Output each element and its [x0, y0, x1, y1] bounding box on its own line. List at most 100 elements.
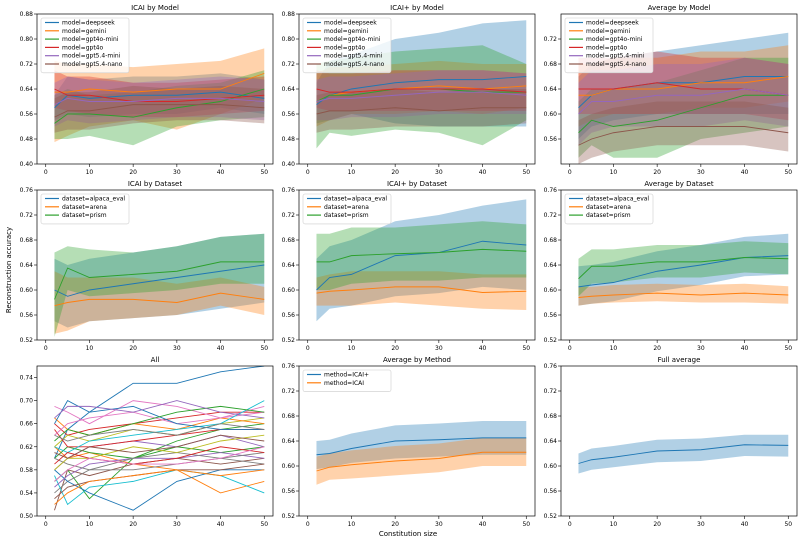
x-tick-label: 40 [217, 521, 225, 528]
x-tick-label: 30 [697, 169, 705, 176]
x-tick-label: 40 [479, 345, 487, 352]
legend-entry: model=gpt5.4-mini [324, 53, 383, 60]
y-tick-label: 0.56 [20, 312, 34, 319]
panel-6: 0 10 20 30 40 50 0.52 0.56 0.60 0.64 0.68 0.72 0.76 A… [544, 180, 798, 352]
y-tick-label: 0.68 [282, 413, 296, 420]
legend-entry: model=gpt4o-mini [586, 36, 643, 43]
y-tick-label: 0.52 [282, 337, 296, 344]
y-tick-label: 0.60 [544, 287, 558, 294]
y-tick-label: 0.68 [544, 237, 558, 244]
y-tick-label: 0.58 [20, 467, 34, 474]
legend: method=ICAI+method=ICAI [302, 369, 392, 392]
x-tick-label: 30 [435, 521, 443, 528]
x-tick-label: 20 [653, 169, 661, 176]
y-tick-label: 0.60 [282, 463, 296, 470]
legend-box [564, 17, 654, 74]
legend-entry: model=deepseek [586, 20, 639, 27]
x-tick-label: 30 [697, 521, 705, 528]
y-tick-label: 0.52 [20, 337, 34, 344]
panel-title: ICAI+ by Dataset [387, 180, 447, 188]
band-dataset=arena [316, 271, 527, 310]
x-tick-label: 0 [568, 169, 572, 176]
legend-box [40, 193, 130, 225]
y-tick-label: 0.48 [282, 136, 296, 143]
band-dataset=prism [54, 233, 265, 337]
y-axis-label: Reconstruction accuracy [5, 227, 13, 313]
panel-9: 0 10 20 30 40 50 0.52 0.56 0.60 0.64 0.68 0.72 0.76 F… [544, 356, 798, 528]
y-tick-label: 0.74 [20, 375, 34, 382]
x-tick-label: 40 [217, 169, 225, 176]
plot-area [54, 366, 265, 511]
line-dataset=prism [316, 248, 527, 263]
y-tick-label: 0.52 [282, 513, 296, 520]
y-tick-label: 0.60 [20, 287, 34, 294]
x-tick-label: 10 [86, 345, 94, 352]
x-tick-label: 20 [653, 345, 661, 352]
x-tick-label: 30 [173, 521, 181, 528]
y-tick-label: 0.60 [282, 287, 296, 294]
x-tick-label: 30 [173, 169, 181, 176]
x-tick-label: 50 [522, 169, 530, 176]
y-tick-label: 0.72 [544, 36, 558, 43]
line-model=gpt4o-mini [54, 88, 265, 124]
panel-7: 0 10 20 30 40 50 0.50 0.54 0.58 0.62 0.66 0.70 0.74 A… [20, 356, 274, 528]
panel-title: ICAI+ by Model [390, 4, 444, 12]
y-tick-label: 0.80 [20, 36, 34, 43]
y-tick-label: 0.72 [282, 61, 296, 68]
x-tick-label: 50 [522, 521, 530, 528]
band-dataset=prism [578, 241, 789, 297]
y-tick-label: 0.76 [544, 363, 558, 370]
legend: dataset=alpaca_evaldataset=arenadataset=… [302, 193, 392, 225]
y-tick-label: 0.72 [544, 388, 558, 395]
x-tick-label: 50 [784, 521, 792, 528]
legend-entry: model=gemini [324, 28, 369, 35]
y-tick-label: 0.68 [282, 237, 296, 244]
line-model=gpt5.4-nano [54, 104, 265, 118]
x-tick-label: 10 [348, 521, 356, 528]
y-tick-label: 0.48 [20, 136, 34, 143]
line-dataset=arena [54, 292, 265, 307]
x-tick-label: 30 [435, 169, 443, 176]
line-dataset=prism [54, 261, 265, 300]
band-method=ICAI+ [316, 421, 527, 470]
x-tick-label: 10 [348, 169, 356, 176]
legend-entry: model=gpt5.4-nano [62, 61, 123, 68]
y-tick-label: 0.68 [20, 237, 34, 244]
legend: dataset=alpaca_evaldataset=arenadataset=… [40, 193, 130, 225]
y-tick-label: 0.68 [544, 413, 558, 420]
x-tick-label: 10 [86, 169, 94, 176]
y-tick-label: 0.56 [544, 488, 558, 495]
x-tick-label: 50 [260, 345, 268, 352]
panel-title: Full average [658, 356, 701, 364]
y-tick-label: 0.40 [282, 161, 296, 168]
x-tick-label: 10 [610, 345, 618, 352]
x-tick-label: 30 [697, 345, 705, 352]
line-model=gpt5.4-mini [578, 88, 789, 115]
x-tick-label: 20 [391, 169, 399, 176]
y-tick-label: 0.64 [544, 262, 558, 269]
legend-entry: model=gpt4o [586, 44, 627, 51]
band-model=gpt4o [316, 70, 527, 111]
legend-entry: model=gpt5.4-mini [586, 53, 645, 60]
band-model=gpt5.4-nano [578, 101, 789, 164]
line-model=gemini [578, 76, 789, 96]
band-dataset=prism [316, 221, 527, 290]
y-tick-label: 0.64 [282, 262, 296, 269]
line-dataset=prism [578, 257, 789, 280]
y-tick-label: 0.72 [20, 212, 34, 219]
legend: model=deepseekmodel=geminimodel=gpt4o-mi… [564, 17, 654, 74]
x-tick-label: 20 [391, 521, 399, 528]
panel-5: 0 10 20 30 40 50 0.52 0.56 0.60 0.64 0.68 0.72 0.76 I… [282, 180, 536, 352]
line-dataset=alpaca_eval [316, 240, 527, 291]
y-tick-label: 0.64 [20, 86, 34, 93]
x-tick-label: 30 [435, 345, 443, 352]
y-tick-label: 0.60 [544, 111, 558, 118]
y-tick-label: 0.64 [20, 262, 34, 269]
line-series-26 [54, 434, 265, 459]
legend-entry: dataset=alpaca_eval [586, 196, 649, 203]
legend-entry: model=deepseek [62, 20, 115, 27]
y-tick-label: 0.66 [20, 421, 34, 428]
x-tick-label: 40 [217, 345, 225, 352]
band-method=ICAI [316, 437, 527, 485]
